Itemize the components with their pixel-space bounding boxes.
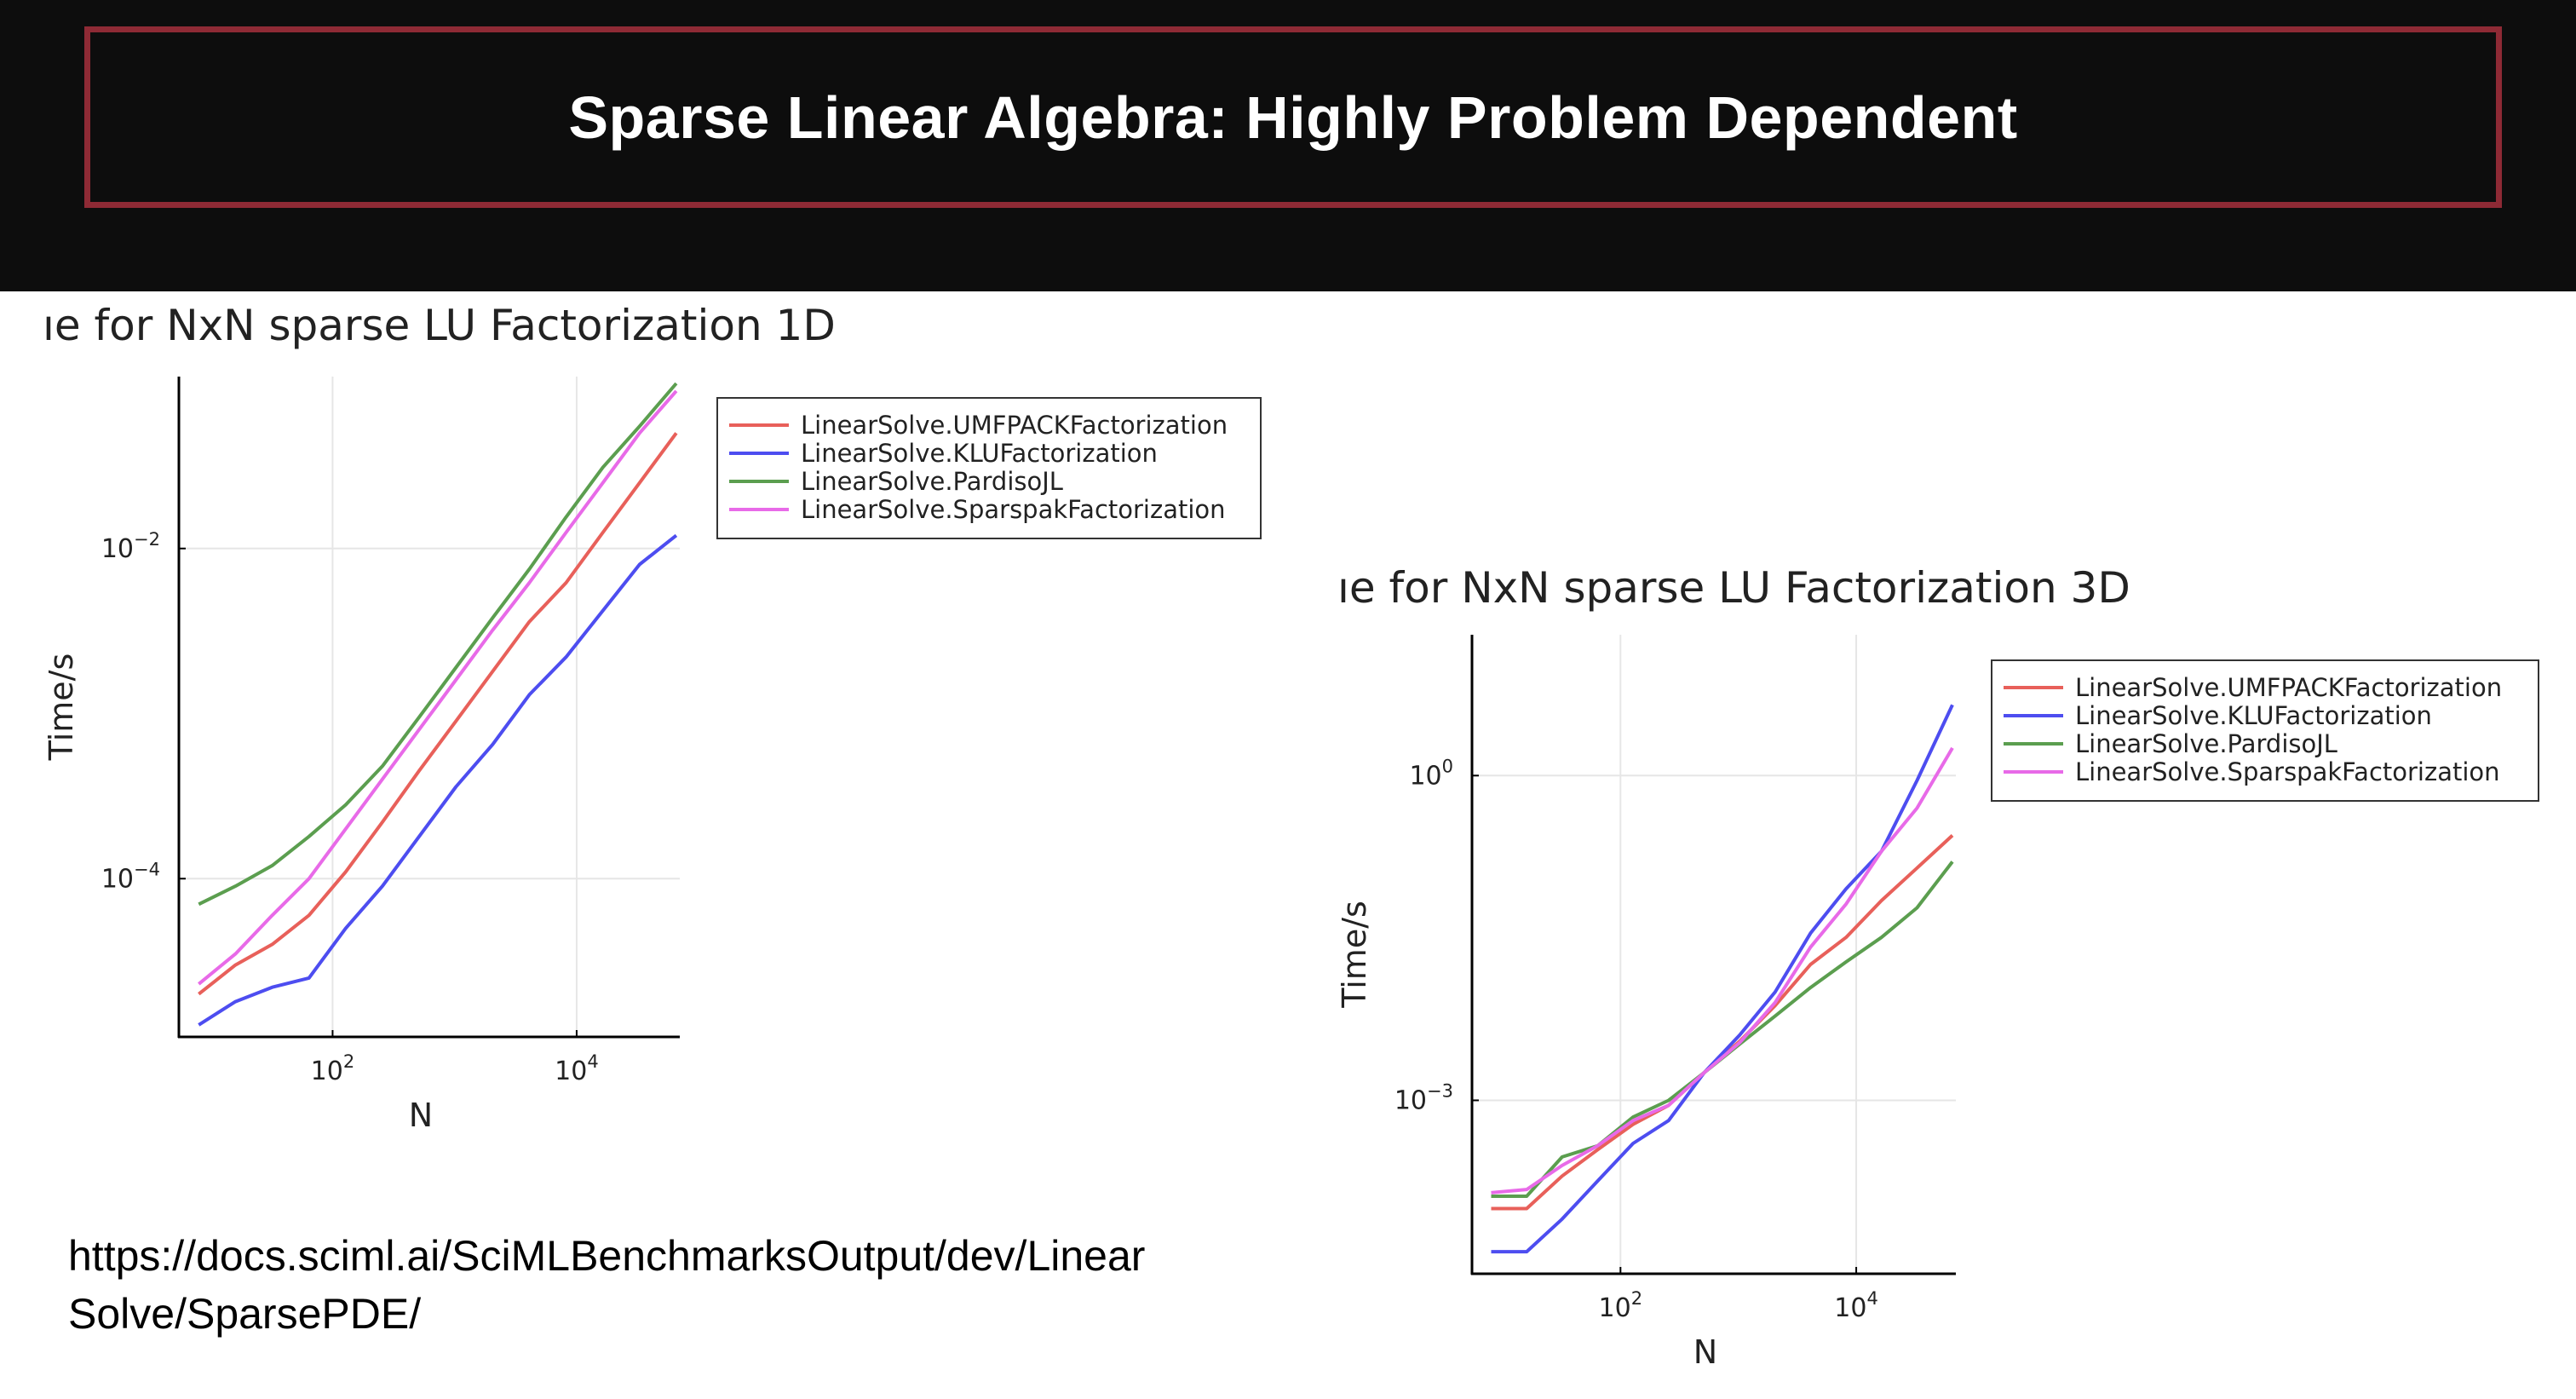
legend-label-4: LinearSolve.SparspakFactorization: [801, 495, 1226, 524]
legend-label-4: LinearSolve.SparspakFactorization: [2075, 757, 2500, 786]
series-line-3: [1491, 861, 1954, 1198]
chart-svg: ıe for NxN sparse LU Factorization 1D 102…: [43, 301, 1262, 1134]
title-frame: Sparse Linear Algebra: Highly Problem De…: [84, 26, 2502, 208]
series-line-4: [1491, 746, 1954, 1195]
x-axis-label: N: [409, 1097, 433, 1134]
series-line-4: [198, 389, 678, 986]
chart-title: ıe for NxN sparse LU Factorization 1D: [43, 301, 836, 350]
source-url-line-1[interactable]: https://docs.sciml.ai/SciMLBenchmarksOut…: [68, 1232, 1146, 1280]
series-line-2: [1491, 704, 1954, 1254]
legend-label-2: LinearSolve.KLUFactorization: [2075, 701, 2432, 730]
header-band: Sparse Linear Algebra: Highly Problem De…: [0, 0, 2576, 291]
x-tick-label: 102: [1599, 1288, 1643, 1323]
chart-svg: ıe for NxN sparse LU Factorization 3D 102…: [1336, 563, 2539, 1371]
legend-label-1: LinearSolve.UMFPACKFactorization: [801, 411, 1228, 440]
chart-3d: ıe for NxN sparse LU Factorization 3D 102…: [1329, 554, 2576, 1399]
x-tick-label: 102: [311, 1051, 355, 1086]
legend-box: [716, 397, 1262, 539]
x-tick-label: 104: [555, 1051, 599, 1086]
legend-label-2: LinearSolve.KLUFactorization: [801, 439, 1158, 468]
source-url[interactable]: https://docs.sciml.ai/SciMLBenchmarksOut…: [68, 1227, 1363, 1343]
x-axis-label: N: [1693, 1333, 1717, 1371]
series-line-1: [198, 432, 678, 996]
slide-title: Sparse Linear Algebra: Highly Problem De…: [568, 83, 2018, 151]
legend-label-3: LinearSolve.PardisoJL: [801, 467, 1063, 496]
y-tick-label: 100: [1409, 756, 1453, 791]
y-axis-label: Time/s: [1336, 901, 1373, 1009]
chart-title: ıe for NxN sparse LU Factorization 3D: [1337, 563, 2130, 613]
y-tick-label: 10−4: [101, 859, 160, 894]
legend-box: [1991, 659, 2539, 802]
series-line-2: [198, 533, 678, 1027]
x-tick-label: 104: [1834, 1288, 1878, 1323]
y-axis-label: Time/s: [43, 653, 80, 762]
series-line-3: [198, 382, 678, 907]
legend-label-3: LinearSolve.PardisoJL: [2075, 729, 2337, 758]
source-url-line-2[interactable]: Solve/SparsePDE/: [68, 1290, 422, 1338]
legend-label-1: LinearSolve.UMFPACKFactorization: [2075, 673, 2502, 702]
y-tick-label: 10−2: [101, 529, 160, 564]
y-tick-label: 10−3: [1394, 1080, 1453, 1115]
series-line-1: [1491, 834, 1954, 1211]
chart-1d: ıe for NxN sparse LU Factorization 1D 102…: [0, 291, 1295, 1160]
